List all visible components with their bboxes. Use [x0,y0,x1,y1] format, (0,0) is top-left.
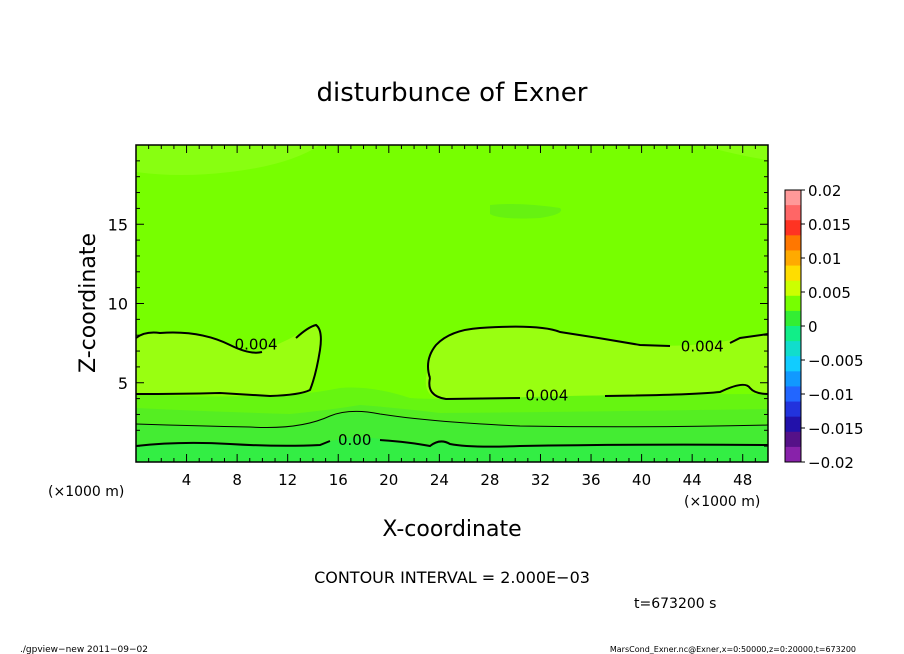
field-band-4 [136,437,768,462]
x-axis: 4 8 12 16 20 24 28 32 36 40 44 48 [135,145,769,489]
x-tick-label: 36 [581,471,600,489]
x-tick-label: 4 [182,471,192,489]
y-axis: 5 10 15 [108,144,768,463]
colorbar-cell [785,446,801,463]
colorbar-tick-label: 0.005 [808,284,851,302]
colorbar-cell [785,190,801,206]
chart-title: disturbunce of Exner [317,78,588,108]
colorbar-tick-label: −0.005 [808,352,864,370]
x-unit-left: (×1000 m) [48,484,124,500]
contour-interval-text: CONTOUR INTERVAL = 2.000E−03 [314,568,590,587]
colorbar-cell [785,416,801,433]
y-tick-label: 5 [118,374,128,393]
x-tick-label: 48 [733,471,752,489]
colorbar-cell [785,280,801,297]
colorbar-tick-label: 0.02 [808,182,841,200]
colorbar-tick-label: 0.015 [808,216,851,234]
contour-line-right-bottom-a [428,377,521,401]
y-tick-label: 15 [108,215,128,234]
contour-lines [135,323,769,448]
colorbar-tick-label: −0.02 [808,454,854,472]
contour-label: 0.004 [525,386,568,404]
colorbar-cells [785,190,801,463]
colorbar-cell [785,220,801,236]
contour-labels: 0.004 0.004 0.004 0.00 [235,336,724,449]
colorbar-cell [785,310,801,327]
colorbar-cell [785,326,801,342]
x-tick-label: 20 [379,471,398,489]
x-tick-label: 8 [232,471,242,489]
colorbar-cell [785,265,801,282]
colorbar-tick-label: 0.01 [808,250,841,268]
footer-left: ./gpview−new 2011−09−02 [20,645,148,654]
field-left-lobe [136,325,321,396]
contour-label: 0.00 [338,431,371,449]
x-axis-label: X-coordinate [382,517,521,542]
colorbar-cell [785,205,801,221]
x-tick-label: 16 [329,471,348,489]
x-tick-label: 32 [531,471,550,489]
x-tick-label: 28 [480,471,499,489]
colorbar-cell [785,341,801,357]
colorbar-cell [785,356,801,372]
x-unit-right: (×1000 m) [684,494,760,510]
field-right-lobe [425,326,768,399]
contour-line-zero-left [135,440,331,447]
colorbar-cell [785,371,801,387]
time-text: t=673200 s [634,596,716,612]
y-axis-label: Z-coordinate [76,233,101,373]
contour-line-left-lobe [135,323,322,398]
field-small-region [490,204,562,219]
colorbar: 0.02 0.015 0.01 0.005 0 −0.005 −0.01 −0.015 −0.0… [784,182,864,472]
colorbar-cell [785,295,801,312]
colorbar-ticks: 0.02 0.015 0.01 0.005 0 −0.005 −0.01 −0.015 −0.0… [801,182,864,472]
contour-line-right-bottom-b [604,383,769,397]
contour-line-left-top [135,331,263,354]
contour-label: 0.004 [235,336,278,354]
colorbar-cell [785,401,801,418]
contour-label: 0.004 [681,337,724,355]
x-tick-label: 12 [278,471,297,489]
colorbar-cell [785,235,801,251]
contour-line-thin [135,410,769,429]
x-tick-label: 24 [430,471,449,489]
x-tick-label: 40 [632,471,651,489]
contour-line-zero-right [379,439,769,448]
heatmap-field [136,145,768,462]
footer-right: MarsCond_Exner.nc@Exner,x=0:50000,z=0:20… [610,645,856,654]
colorbar-tick-label: −0.015 [808,420,864,438]
colorbar-cell [785,386,801,403]
colorbar-tick-label: 0 [808,318,818,336]
colorbar-tick-label: −0.01 [808,386,854,404]
field-top-left-region [136,145,320,175]
y-tick-label: 10 [108,295,128,314]
contour-line-right-top [427,325,671,379]
x-tick-label: 44 [683,471,702,489]
colorbar-cell [785,431,801,448]
contour-line-right-top-end [729,333,769,344]
colorbar-cell [785,250,801,267]
